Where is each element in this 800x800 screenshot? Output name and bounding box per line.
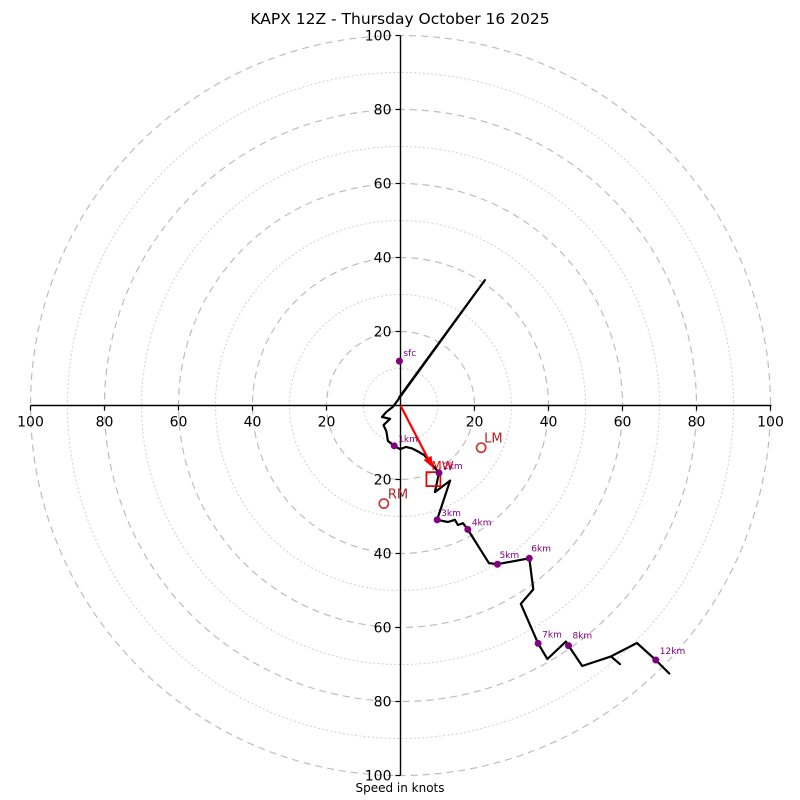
height-marker-5km [493, 560, 501, 568]
storm-motion-rm-marker [378, 498, 390, 509]
shear-vector-arrow [399, 404, 433, 468]
mean-wind-label: MW [431, 459, 453, 473]
height-label-7km: 7km [542, 630, 562, 640]
x-tick-label--60: 60 [170, 415, 188, 431]
y-tick-label-20: 20 [374, 473, 392, 489]
x-tick-label-60: 60 [614, 415, 632, 431]
x-tick-label-100: 100 [757, 415, 784, 431]
y-tick-label-60: 60 [374, 621, 392, 637]
x-tick-label--100: 100 [17, 415, 44, 431]
storm-motion-lm-marker [475, 442, 487, 454]
x-tick-label--20: 20 [318, 415, 336, 431]
height-marker-4km [464, 525, 472, 533]
chart-title: KAPX 12Z - Thursday October 16 2025 [250, 10, 550, 28]
height-marker-6km [525, 554, 533, 562]
height-markers: sfc 1km 2km 3km 4km 5km 6km 7km 8km 12km [390, 349, 685, 664]
y-tick-label--40: 40 [374, 251, 392, 267]
height-label-4km: 4km [472, 518, 492, 528]
height-label-sfc: sfc [403, 349, 416, 359]
shear-vector-arrowhead [423, 455, 433, 468]
axes: 20 20 20 20 40 40 40 40 60 60 60 60 80 80 80 80 100 100 10… [17, 29, 784, 785]
storm-motion-lm-label: LM [484, 432, 502, 447]
x-tick-label-20: 20 [466, 415, 484, 431]
storm-motion-markers: LM RM MW [378, 432, 503, 509]
x-tick-label-80: 80 [688, 415, 706, 431]
height-label-5km: 5km [499, 551, 519, 561]
height-marker-7km [534, 639, 542, 647]
y-tick-label--80: 80 [374, 103, 392, 119]
height-marker-2km [435, 469, 443, 477]
y-tick-label--100: 100 [365, 29, 392, 45]
y-tick-label--20: 20 [374, 325, 392, 341]
x-tick-label--80: 80 [96, 415, 114, 431]
height-label-6km: 6km [531, 544, 551, 554]
mean-wind-marker [425, 471, 442, 487]
height-marker-1km [390, 442, 398, 450]
height-label-8km: 8km [572, 632, 592, 642]
height-label-3km: 3km [441, 509, 461, 519]
y-tick-label-80: 80 [374, 695, 392, 711]
height-marker-12km [652, 656, 660, 664]
height-label-2km: 2km [443, 462, 463, 472]
height-marker-8km [564, 642, 572, 650]
height-marker-sfc [395, 357, 403, 365]
y-tick-label-40: 40 [374, 547, 392, 563]
height-marker-3km [433, 516, 441, 524]
y-tick-label-100: 100 [365, 769, 392, 785]
y-tick-label--60: 60 [374, 177, 392, 193]
height-label-12km: 12km [660, 647, 685, 657]
height-label-1km: 1km [398, 435, 418, 445]
x-axis-label: Speed in knots [355, 781, 445, 795]
x-tick-label-40: 40 [540, 415, 558, 431]
x-tick-label--40: 40 [244, 415, 262, 431]
hodograph-trace [380, 279, 671, 675]
shear-vector-line [399, 404, 431, 462]
storm-motion-rm-label: RM [388, 488, 408, 503]
